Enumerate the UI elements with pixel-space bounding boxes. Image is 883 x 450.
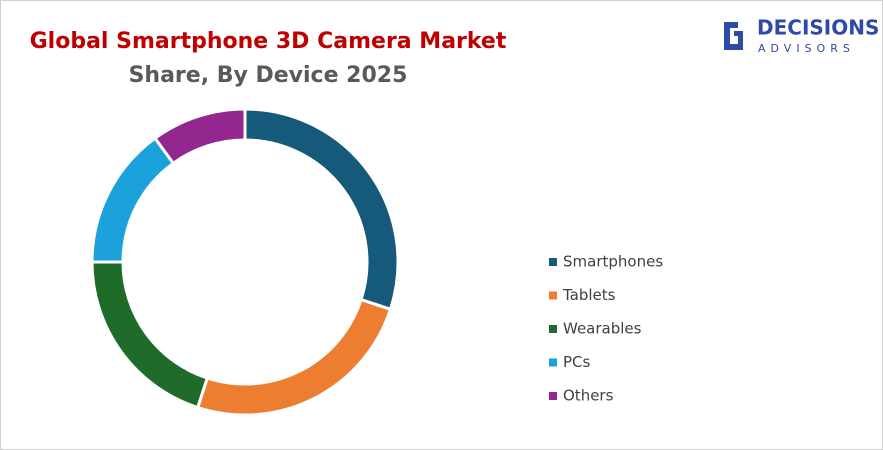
chart-subtitle: Share, By Device 2025 bbox=[129, 63, 408, 88]
donut-slice bbox=[152, 107, 247, 166]
legend-label: Others bbox=[563, 387, 614, 405]
legend-swatch bbox=[549, 392, 557, 400]
chart-title: Global Smartphone 3D Camera Market bbox=[30, 29, 507, 54]
logo: DECISIONS ADVISORS bbox=[724, 16, 879, 55]
legend-label: PCs bbox=[563, 353, 591, 371]
legend: Smartphones Tablets Wearables PCs Others bbox=[549, 253, 663, 405]
logo-tagline: ADVISORS bbox=[758, 42, 855, 55]
legend-swatch bbox=[549, 258, 557, 266]
logo-icon bbox=[724, 22, 743, 50]
logo-name: DECISIONS bbox=[757, 16, 879, 40]
legend-label: Wearables bbox=[563, 320, 642, 338]
legend-swatch bbox=[549, 325, 557, 333]
legend-swatch bbox=[549, 358, 557, 367]
donut bbox=[90, 107, 400, 417]
legend-label: Tablets bbox=[562, 286, 616, 304]
legend-swatch bbox=[549, 291, 557, 300]
legend-label: Smartphones bbox=[563, 253, 663, 271]
